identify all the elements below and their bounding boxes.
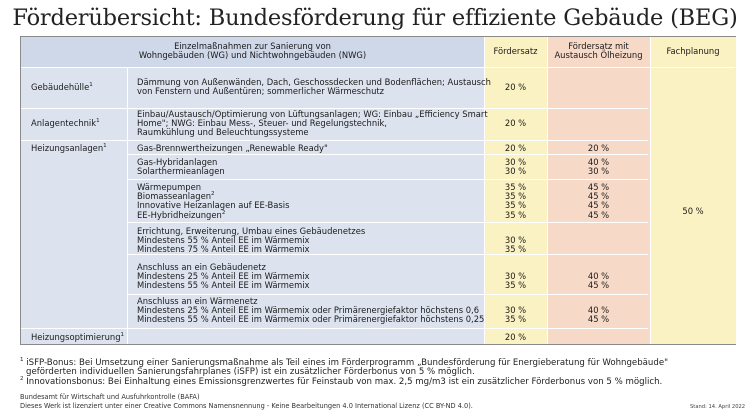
foerdersatz-column-bg (484, 37, 547, 344)
oel-waermepumpen: 45 % 45 % 45 % 45 % (587, 182, 610, 220)
footnote-innovation: 2 Innovationsbonus: Bei Einhaltung eines… (20, 376, 663, 387)
measure-anlagentechnik: Einbau/Austausch/Optimierung von Lüftung… (137, 109, 488, 138)
measure-anschluss-waermenetz: Anschluss an ein Wärmenetz Mindestens 25… (137, 296, 485, 325)
row-divider (127, 254, 648, 255)
measure-gas-hybrid: Gas-Hybridanlagen Solarthermieanlagen (137, 157, 225, 177)
rate-gebaeudehuelle: 20 % (504, 82, 527, 92)
oel-anschluss-gebaeudenetz: 40 % 45 % (587, 271, 610, 291)
footnote-isfp: 1 iSFP-Bonus: Bei Umsetzung einer Sanier… (20, 357, 669, 378)
rate-waermepumpen: 35 % 35 % 35 % 35 % (504, 182, 527, 220)
measure-gebaeudehuelle: Dämmung von Außenwänden, Dach, Geschossd… (137, 77, 491, 97)
header-oel: Fördersatz mit Austausch Ölheizung (554, 41, 643, 61)
oel-gas-hybrid: 40 % 30 % (587, 157, 610, 177)
row-divider (21, 328, 648, 329)
rate-renewable-ready: 20 % (504, 143, 527, 153)
measure-renewable-ready: Gas-Brennwertheizungen „Renewable Ready" (137, 143, 328, 153)
rate-fachplanung: 50 % (682, 206, 704, 216)
column-divider (650, 37, 651, 344)
fachplanung-column-bg (650, 37, 736, 344)
measure-anschluss-gebaeudenetz: Anschluss an ein Gebäudenetz Mindestens … (137, 262, 310, 291)
row-divider (21, 108, 648, 109)
funding-table: Einzelmaßnahmen zur Sanierung von Wohnge… (20, 36, 736, 345)
oel-anschluss-waermenetz: 40 % 45 % (587, 305, 610, 325)
rate-anschluss-gebaeudenetz: 30 % 35 % (504, 271, 527, 291)
rate-heizungsoptimierung: 20 % (504, 332, 527, 342)
row-divider (21, 140, 648, 141)
category-heizungsoptimierung: Heizungsoptimierung1 (31, 332, 125, 342)
header-measures: Einzelmaßnahmen zur Sanierung von Wohnge… (138, 41, 367, 61)
category-divider (127, 67, 128, 344)
oel-renewable-ready: 20 % (587, 143, 610, 153)
rate-anschluss-waermenetz: 30 % 35 % (504, 305, 527, 325)
row-divider (127, 222, 648, 223)
measure-waermepumpen: Wärmepumpen Biomasseanlagen2 Innovative … (137, 182, 290, 220)
column-divider (484, 37, 485, 344)
category-heizungsanlagen: Heizungsanlagen1 (31, 143, 107, 153)
rate-gebaeudenetz-bau: 30 % 35 % (504, 235, 527, 255)
header-bg (21, 37, 484, 67)
license-text: Dieses Werk ist lizenziert unter einer C… (20, 402, 473, 410)
rate-gas-hybrid: 30 % 30 % (504, 157, 527, 177)
header-foerdersatz: Fördersatz (493, 46, 538, 56)
row-divider (127, 179, 648, 180)
row-divider (21, 67, 735, 68)
oel-column-bg (547, 37, 650, 344)
measures-column-bg (21, 37, 484, 344)
rate-anlagentechnik: 20 % (504, 118, 527, 128)
row-divider (127, 294, 648, 295)
stand-date: Stand: 14. April 2022 (690, 404, 746, 410)
category-anlagentechnik: Anlagentechnik1 (31, 118, 100, 128)
measure-gebaeudenetz-bau: Errichtung, Erweiterung, Umbau eines Geb… (137, 226, 366, 255)
page-title: Förderübersicht: Bundesförderung für eff… (12, 5, 738, 31)
category-gebaeudehuelle: Gebäudehülle1 (31, 82, 93, 92)
publisher: Bundesamt für Wirtschaft und Ausfuhrkont… (20, 393, 200, 401)
header-fachplanung: Fachplanung (666, 46, 720, 56)
row-divider (127, 154, 648, 155)
column-divider (547, 37, 548, 344)
